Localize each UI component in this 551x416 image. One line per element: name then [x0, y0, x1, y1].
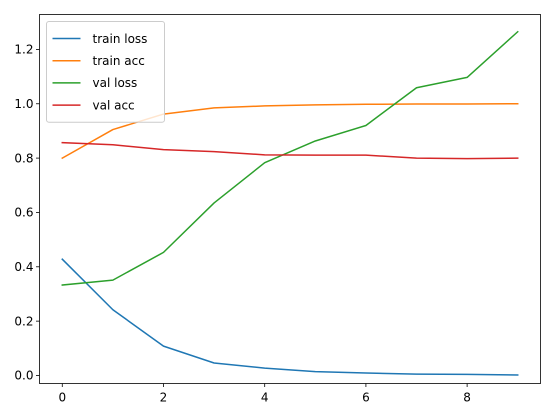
y-tick-label: 0.2 — [14, 314, 33, 328]
legend-label-val-loss: val loss — [93, 76, 138, 90]
legend-box — [46, 21, 165, 123]
y-tick-label: 0.8 — [14, 151, 33, 165]
y-tick-label: 1.0 — [14, 97, 33, 111]
legend-label-train-acc: train acc — [93, 54, 145, 68]
legend-label-train-loss: train loss — [93, 32, 148, 46]
y-tick-label: 0.6 — [14, 206, 33, 220]
x-tick-label: 0 — [58, 391, 66, 405]
series-line-val-acc — [61, 141, 519, 160]
y-tick-label: 1.2 — [14, 43, 33, 57]
x-tick-label: 6 — [362, 391, 370, 405]
x-tick-label: 8 — [463, 391, 471, 405]
series-line-val-loss — [61, 30, 519, 286]
y-tick-label: 0.4 — [14, 260, 33, 274]
axes-frame — [39, 14, 541, 384]
x-tick-label: 2 — [160, 391, 168, 405]
legend: train loss train acc val loss val acc — [46, 21, 165, 123]
legend-label-val-acc: val acc — [93, 98, 135, 112]
x-tick-label: 4 — [261, 391, 269, 405]
x-axis-ticks: 0 2 4 6 8 — [58, 383, 471, 405]
y-tick-label: 0.0 — [14, 369, 33, 383]
series-line-train-loss — [61, 258, 519, 376]
y-axis-ticks: 0.0 0.2 0.4 0.6 0.8 1.0 1.2 — [14, 43, 40, 383]
